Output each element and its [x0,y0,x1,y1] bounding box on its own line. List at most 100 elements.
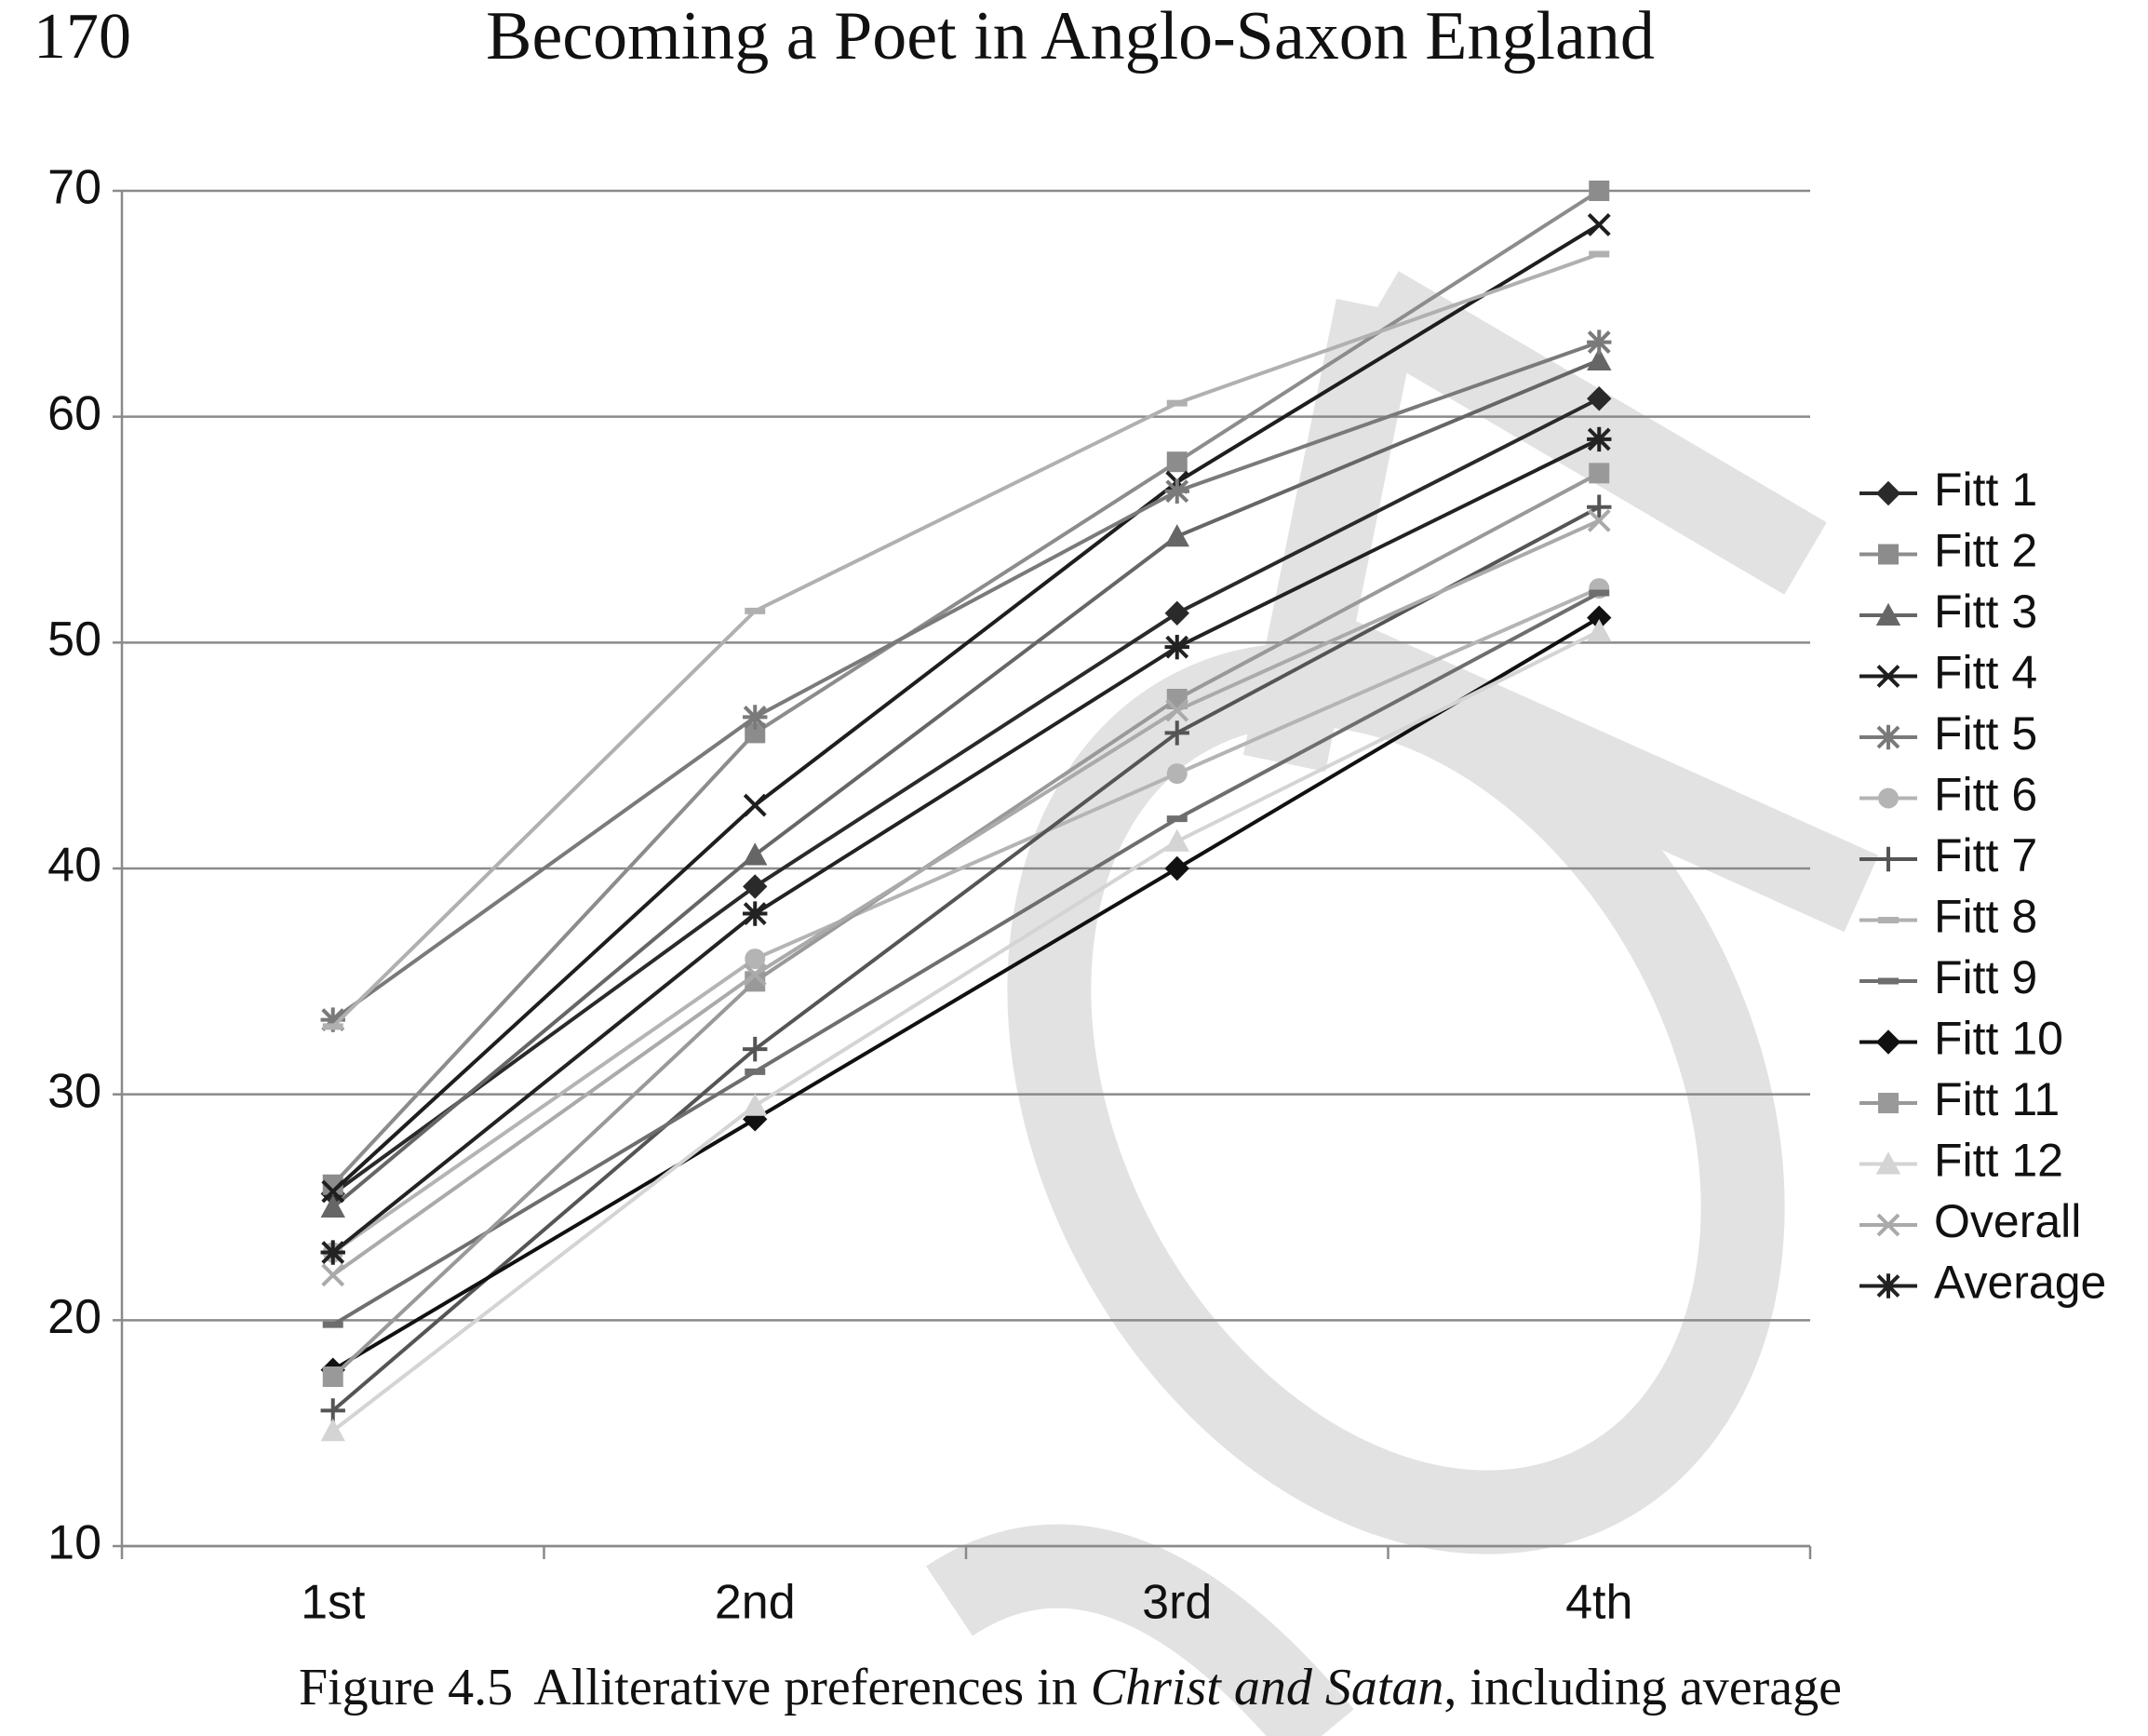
series-line [331,397,1601,1196]
caption-label: Figure 4.5 [299,1659,513,1716]
marker [743,1036,768,1062]
marker [743,901,768,926]
marker [1587,386,1612,411]
series-line [331,615,1601,1372]
marker [322,1174,343,1195]
marker [320,1194,345,1218]
marker [1164,855,1189,881]
y-tick-label: 20 [47,1290,101,1344]
marker [1587,605,1612,630]
series-line [331,340,1600,1022]
legend-label: Fitt 2 [1934,525,2037,577]
y-tick-label: 10 [47,1516,101,1570]
caption: Figure 4.5 Alliterative preferences in Ch… [299,1659,1842,1716]
legend-label: Fitt 10 [1934,1013,2063,1065]
marker [1587,330,1612,355]
marker [321,1263,345,1287]
x-tick-label: 3rd [1142,1576,1212,1630]
marker [1589,463,1610,484]
marker [1166,763,1188,785]
legend-label: Fitt 1 [1934,464,2037,516]
marker [321,1179,345,1204]
marker [1164,828,1189,852]
marker [1587,494,1612,519]
y-tick-label: 40 [47,839,101,893]
legend-label: Average [1934,1257,2106,1309]
x-tick-label: 1st [301,1576,366,1630]
caption-italic: Christ and Satan [1091,1659,1444,1716]
marker [1875,846,1901,872]
series-line [331,505,1601,1412]
legend-label: Fitt 6 [1934,769,2037,821]
marker [743,1093,768,1116]
legend-label: Fitt 8 [1934,891,2037,943]
marker [743,793,767,817]
marker [743,874,768,899]
marker [743,962,767,987]
marker [1875,602,1901,626]
marker [1587,426,1612,452]
x-tick-label: 4th [1565,1576,1632,1630]
series-line [331,586,1601,1255]
y-tick-label: 70 [47,161,101,215]
marker [1875,1273,1901,1299]
legend-label: Fitt 12 [1934,1135,2063,1187]
marker [1164,478,1189,504]
marker [322,1366,343,1387]
marker [745,949,766,970]
series-line [331,189,1601,1187]
y-tick-label: 30 [47,1064,101,1118]
marker [1164,634,1189,660]
watermark [926,271,1879,1736]
marker [1166,451,1188,473]
y-tick-label: 50 [47,612,101,666]
marker [1878,544,1899,565]
y-tick-label: 60 [47,386,101,440]
series-line [331,629,1601,1433]
marker [320,1007,345,1032]
marker [1164,720,1189,746]
legend-label: Fitt 11 [1934,1073,2060,1125]
marker [320,1419,345,1442]
marker [745,722,766,744]
marker [1587,508,1611,532]
marker [1875,1029,1901,1055]
marker [1164,600,1189,626]
marker [1165,698,1189,722]
marker [1875,480,1901,506]
legend-label: Fitt 9 [1934,951,2037,1003]
legend-label: Fitt 3 [1934,585,2037,638]
marker [1876,1213,1900,1237]
legend-label: Fitt 7 [1934,829,2037,881]
marker [1587,619,1612,642]
series-line [331,591,1601,1326]
series-line [331,437,1601,1255]
marker [1589,181,1610,201]
x-tick-label: 2nd [715,1576,796,1630]
marker [1876,665,1900,688]
series-line [331,222,1601,1193]
legend-label: Fitt 4 [1934,647,2037,699]
legend-label: Overall [1934,1195,2081,1247]
caption-text: Alliterative preferences in [533,1659,1091,1716]
series-line [331,518,1601,1277]
caption-text: , including average [1443,1659,1842,1716]
marker [1878,787,1899,809]
marker [1875,1151,1901,1175]
series-line [331,471,1601,1379]
chart: 10 20 30 40 50 60 70 1st 2nd 3rd 4th Fitt 1 Fitt 2 Fi… [47,161,2106,1630]
marker [1587,212,1611,236]
marker [1587,347,1612,370]
marker [320,1240,345,1265]
marker [743,705,768,730]
legend-label: Fitt 5 [1934,707,2037,760]
series-line [331,252,1600,1029]
marker [743,842,768,866]
marker [1875,724,1901,750]
page-number: 170 [34,1,131,73]
series-line [331,358,1601,1209]
marker [1164,524,1189,547]
marker [1878,1093,1899,1113]
running-head: Becoming a Poet in Anglo-Saxon England [486,0,1655,74]
